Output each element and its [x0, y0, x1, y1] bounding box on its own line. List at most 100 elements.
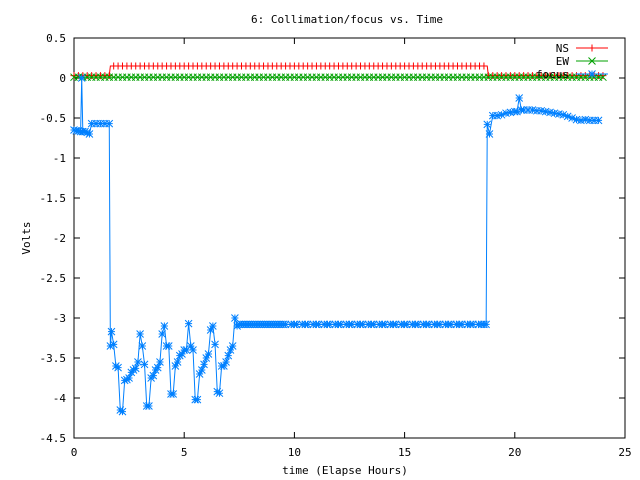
x-tick-label: 5 [181, 446, 188, 459]
focus-marker [222, 358, 230, 366]
focus-marker [182, 346, 191, 354]
focus-marker [469, 320, 477, 329]
series-layer [70, 62, 607, 416]
focus-marker [109, 340, 118, 349]
x-axis-label: time (Elapse Hours) [282, 464, 408, 477]
focus-marker [114, 363, 122, 372]
focus-marker [369, 320, 378, 329]
focus-marker [118, 407, 127, 416]
focus-marker [169, 390, 178, 398]
focus-marker [353, 320, 362, 329]
focus-marker [70, 126, 78, 134]
plot-frame [73, 37, 626, 439]
focus-marker [572, 115, 581, 124]
focus-marker [120, 376, 129, 385]
focus-marker [220, 362, 228, 370]
x-tick-label: 0 [71, 446, 78, 459]
focus-marker [519, 106, 528, 114]
y-tick-label: -2 [53, 232, 66, 245]
focus-marker [594, 116, 603, 125]
focus-marker [559, 110, 568, 119]
y-tick-label: -3.5 [40, 352, 67, 365]
focus-marker [85, 130, 94, 138]
focus-marker [483, 120, 492, 129]
focus-marker [441, 320, 450, 329]
focus-marker [231, 314, 239, 322]
focus-marker [211, 340, 219, 349]
y-tick-label: 0.5 [46, 32, 66, 45]
legend-marker-focus [588, 70, 596, 78]
focus-marker [186, 342, 195, 350]
focus-marker [136, 330, 144, 338]
focus-marker [106, 342, 115, 350]
focus-marker [347, 320, 356, 329]
legend-label-focus: focus [536, 68, 569, 81]
focus-marker [105, 119, 114, 128]
focus-marker [386, 320, 395, 329]
focus-marker [208, 322, 217, 330]
focus-marker [101, 119, 109, 128]
focus-marker [171, 362, 180, 370]
focus-marker [281, 320, 290, 329]
focus-marker [96, 119, 105, 128]
focus-marker [524, 106, 532, 114]
focus-marker [391, 320, 400, 329]
focus-marker [325, 320, 334, 329]
focus-marker [224, 351, 233, 360]
focus-marker [590, 116, 598, 125]
focus-marker [184, 319, 193, 328]
focus-marker [485, 130, 494, 138]
focus-marker [513, 107, 521, 116]
focus-marker [480, 320, 488, 329]
focus-marker [320, 320, 329, 329]
focus-marker [506, 108, 515, 117]
focus-marker [419, 320, 428, 329]
focus-marker [215, 389, 224, 398]
focus-marker [493, 111, 502, 120]
focus-marker [287, 320, 295, 329]
focus-marker [402, 320, 411, 329]
focus-marker [408, 320, 417, 329]
focus-marker [195, 370, 204, 378]
legend-marker-EW [588, 57, 596, 65]
focus-marker [92, 119, 100, 128]
legend-marker-NS [588, 44, 596, 52]
focus-marker [292, 320, 301, 329]
y-tick-label: -1 [53, 152, 66, 165]
x-tick-label: 25 [618, 446, 631, 459]
focus-marker [342, 320, 351, 329]
focus-marker [463, 320, 472, 329]
y-tick-label: -3 [53, 312, 66, 325]
focus-marker [202, 354, 211, 362]
focus-marker [303, 320, 312, 329]
focus-marker [153, 363, 162, 372]
focus-marker [145, 402, 153, 410]
y-tick-label: -2.5 [40, 272, 67, 285]
focus-marker [577, 116, 585, 125]
focus-marker [81, 127, 89, 136]
focus-marker [74, 126, 83, 135]
focus-marker [563, 112, 572, 121]
focus-marker [314, 320, 323, 329]
y-tick-label: -4.5 [40, 432, 67, 445]
focus-marker [125, 374, 133, 382]
legend-label-NS: NS [556, 42, 569, 55]
series-focus [70, 74, 603, 416]
y-tick-label: -4 [53, 392, 67, 405]
focus-marker [336, 320, 345, 329]
focus-marker [550, 109, 559, 118]
focus-marker [193, 395, 202, 404]
focus-marker [140, 360, 149, 369]
EW-marker [599, 73, 607, 82]
focus-marker [447, 320, 455, 329]
focus-marker [581, 115, 590, 124]
focus-marker [156, 358, 164, 366]
focus-marker [555, 110, 563, 118]
focus-marker [298, 320, 306, 329]
chart-title: 6: Collimation/focus vs. Time [251, 13, 443, 26]
focus-marker [452, 320, 461, 329]
focus-marker [206, 326, 215, 334]
focus-marker [546, 108, 554, 117]
NS-marker [480, 62, 488, 70]
